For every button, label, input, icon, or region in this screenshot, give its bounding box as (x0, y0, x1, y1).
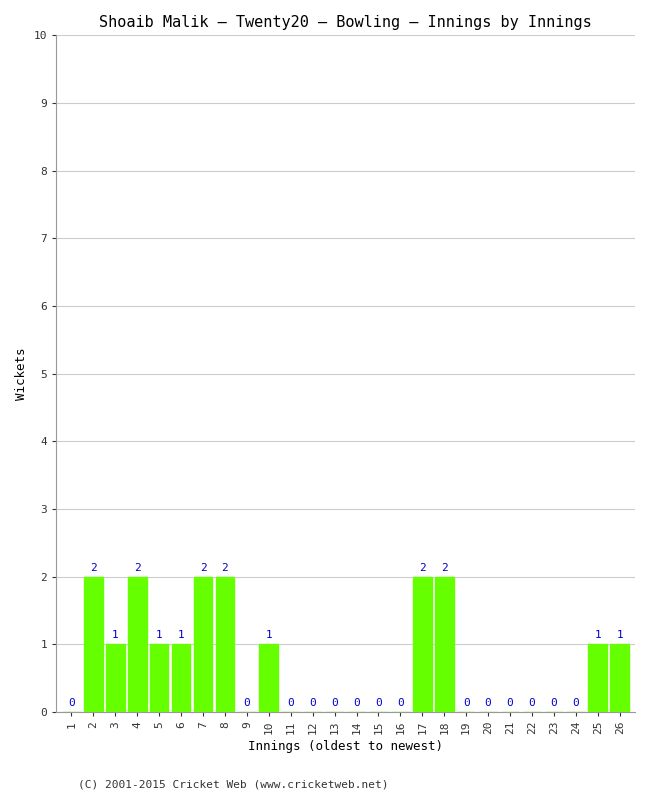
Text: 0: 0 (353, 698, 360, 708)
Bar (259, 644, 278, 712)
Text: 2: 2 (200, 562, 207, 573)
Text: 0: 0 (309, 698, 316, 708)
Bar (588, 644, 607, 712)
Bar (84, 577, 103, 712)
Text: 1: 1 (594, 630, 601, 640)
Text: 2: 2 (222, 562, 228, 573)
Text: 1: 1 (265, 630, 272, 640)
Text: 2: 2 (90, 562, 97, 573)
Text: 2: 2 (419, 562, 426, 573)
Text: 0: 0 (375, 698, 382, 708)
Text: 0: 0 (551, 698, 557, 708)
Text: 1: 1 (616, 630, 623, 640)
Bar (172, 644, 190, 712)
Text: 0: 0 (244, 698, 250, 708)
Bar (128, 577, 146, 712)
Bar (435, 577, 454, 712)
Bar (194, 577, 213, 712)
Text: 0: 0 (397, 698, 404, 708)
Title: Shoaib Malik – Twenty20 – Bowling – Innings by Innings: Shoaib Malik – Twenty20 – Bowling – Inni… (99, 15, 592, 30)
Text: (C) 2001-2015 Cricket Web (www.cricketweb.net): (C) 2001-2015 Cricket Web (www.cricketwe… (78, 779, 389, 790)
Text: 0: 0 (68, 698, 75, 708)
Text: 1: 1 (177, 630, 185, 640)
X-axis label: Innings (oldest to newest): Innings (oldest to newest) (248, 740, 443, 753)
Text: 1: 1 (112, 630, 119, 640)
Bar (150, 644, 168, 712)
Text: 2: 2 (134, 562, 140, 573)
Text: 0: 0 (485, 698, 491, 708)
Text: 2: 2 (441, 562, 448, 573)
Text: 0: 0 (573, 698, 579, 708)
Bar (610, 644, 629, 712)
Text: 0: 0 (287, 698, 294, 708)
Y-axis label: Wickets: Wickets (15, 347, 28, 400)
Text: 1: 1 (156, 630, 162, 640)
Bar (106, 644, 125, 712)
Text: 0: 0 (528, 698, 536, 708)
Text: 0: 0 (332, 698, 338, 708)
Text: 0: 0 (463, 698, 469, 708)
Text: 0: 0 (506, 698, 514, 708)
Bar (216, 577, 234, 712)
Bar (413, 577, 432, 712)
